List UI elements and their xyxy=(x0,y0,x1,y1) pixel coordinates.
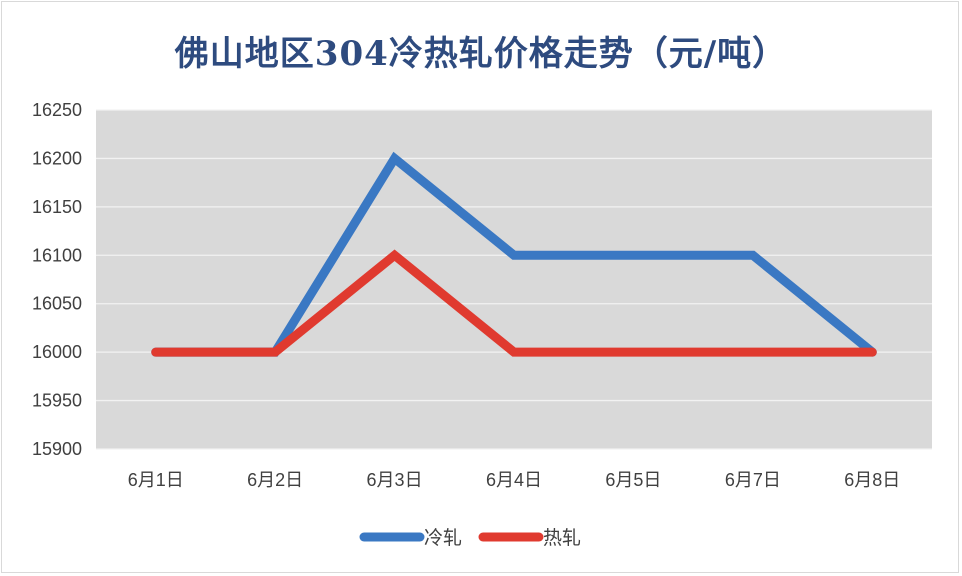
x-tick-label: 6月7日 xyxy=(725,470,781,490)
y-tick-label: 16050 xyxy=(32,294,82,314)
x-tick-label: 6月2日 xyxy=(247,470,303,490)
chart-title: 佛山地区304冷热轧价格走势（元/吨） xyxy=(174,34,788,74)
y-tick-label: 16000 xyxy=(32,342,82,362)
series-lines xyxy=(151,151,877,357)
x-tick-label: 6月1日 xyxy=(128,470,184,490)
y-tick-label: 15950 xyxy=(32,391,82,411)
x-tick-label: 6月3日 xyxy=(367,470,423,490)
x-tick-label: 6月4日 xyxy=(486,470,542,490)
y-axis: 15900 15950 16000 16050 16100 16150 16200 16250 xyxy=(32,100,82,459)
legend-label-2: 热轧 xyxy=(543,527,581,549)
x-tick-label: 6月5日 xyxy=(605,470,661,490)
plot-area xyxy=(96,110,932,449)
x-tick-label: 6月8日 xyxy=(844,470,900,490)
y-tick-label: 16200 xyxy=(32,148,82,168)
y-tick-label: 16250 xyxy=(32,100,82,120)
x-axis: 6月1日 6月2日 6月3日 6月4日 6月5日 6月7日 6月8日 xyxy=(128,470,901,490)
y-tick-label: 15900 xyxy=(32,439,82,459)
y-tick-label: 16100 xyxy=(32,245,82,265)
legend: 冷轧 热轧 xyxy=(359,527,581,549)
legend-label-1: 冷轧 xyxy=(424,527,462,549)
y-tick-label: 16150 xyxy=(32,197,82,217)
